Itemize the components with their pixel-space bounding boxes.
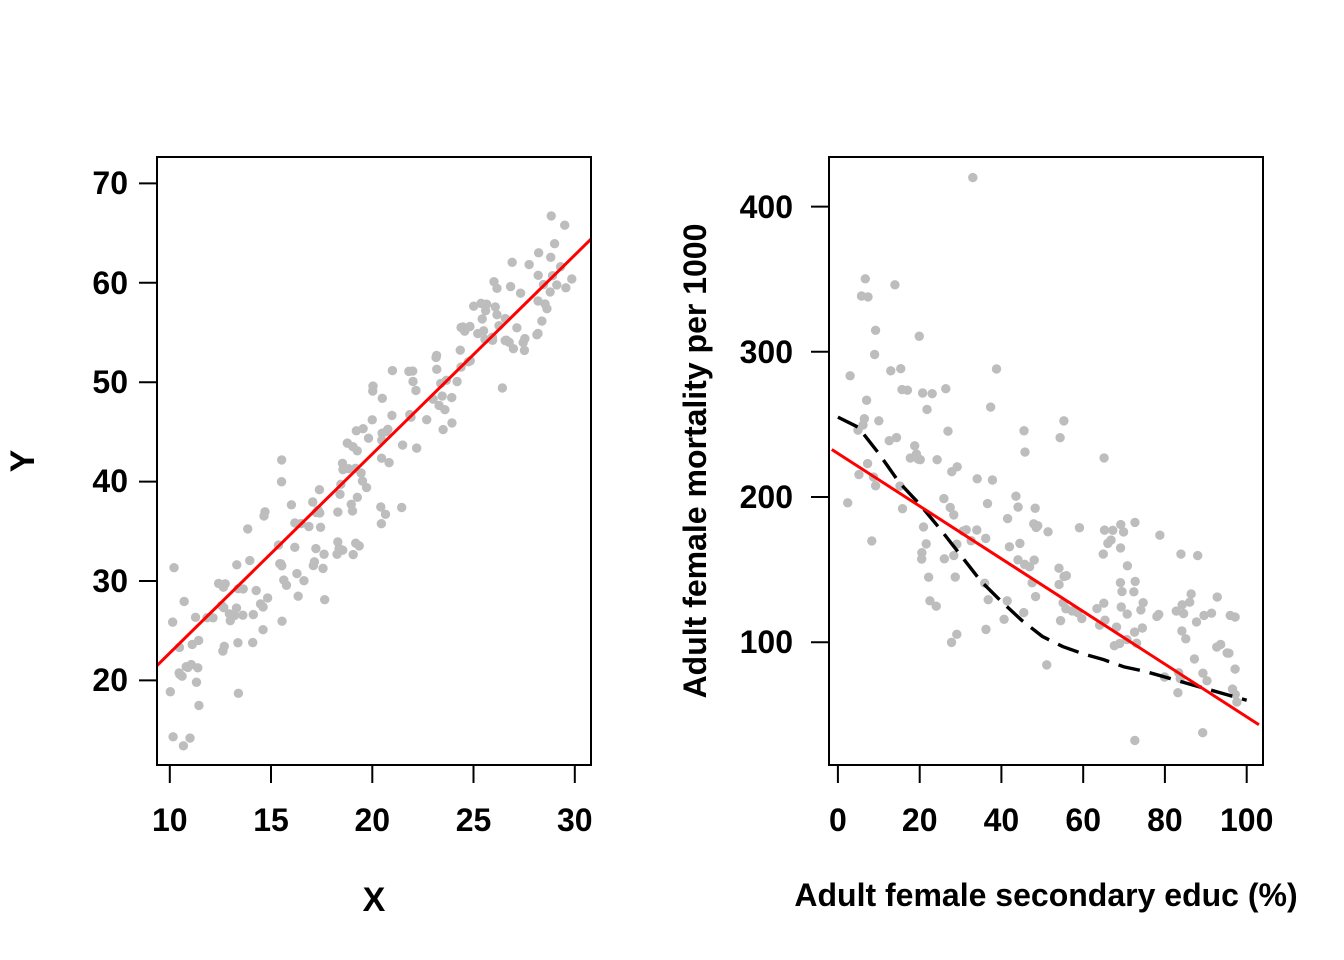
svg-text:40: 40 <box>984 802 1020 838</box>
svg-text:20: 20 <box>92 662 128 698</box>
svg-text:30: 30 <box>557 802 593 838</box>
svg-text:60: 60 <box>92 265 128 301</box>
svg-text:Adult female mortality per 100: Adult female mortality per 1000 <box>677 224 713 699</box>
svg-text:50: 50 <box>92 364 128 400</box>
svg-text:300: 300 <box>740 334 793 370</box>
svg-text:0: 0 <box>829 802 847 838</box>
svg-text:20: 20 <box>902 802 938 838</box>
svg-text:400: 400 <box>740 189 793 225</box>
svg-text:10: 10 <box>152 802 188 838</box>
svg-text:70: 70 <box>92 165 128 201</box>
svg-text:60: 60 <box>1065 802 1101 838</box>
svg-text:20: 20 <box>355 802 391 838</box>
svg-text:100: 100 <box>1220 802 1273 838</box>
svg-text:30: 30 <box>92 563 128 599</box>
svg-text:80: 80 <box>1147 802 1183 838</box>
svg-text:15: 15 <box>253 802 289 838</box>
svg-text:Y: Y <box>4 449 42 472</box>
svg-text:X: X <box>363 881 386 919</box>
svg-text:100: 100 <box>740 624 793 660</box>
svg-text:Adult female secondary educ (%: Adult female secondary educ (%) <box>794 877 1297 913</box>
svg-text:200: 200 <box>740 479 793 515</box>
svg-text:40: 40 <box>92 463 128 499</box>
svg-text:25: 25 <box>456 802 492 838</box>
